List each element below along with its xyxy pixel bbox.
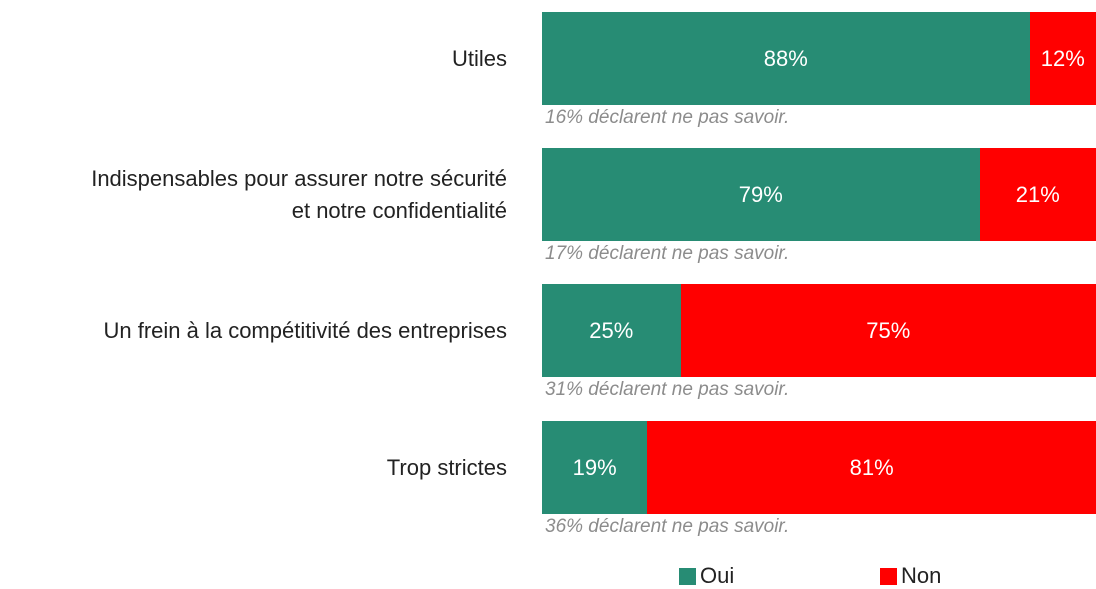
value-label: 75%	[866, 317, 911, 343]
bar-segment: 21%	[979, 148, 1096, 241]
annotation: 16% déclarent ne pas savoir.	[545, 107, 790, 128]
bar-segment: 25%	[542, 284, 681, 377]
category-label: Un frein à la compétitivité des entrepri…	[103, 317, 507, 343]
bar-segment: 81%	[647, 421, 1096, 514]
legend-swatch	[679, 567, 696, 585]
bar-segment: 79%	[542, 148, 980, 241]
value-label: 88%	[763, 45, 808, 71]
bar-segment: 88%	[542, 12, 1030, 105]
value-label: 79%	[738, 181, 783, 207]
value-label: 81%	[849, 454, 894, 480]
bar-segment: 12%	[1029, 12, 1096, 105]
value-label: 25%	[589, 317, 634, 343]
legend-item: Non	[880, 563, 941, 589]
legend-label: Non	[901, 563, 942, 588]
bar-segment: 19%	[542, 421, 648, 514]
annotation: 17% déclarent ne pas savoir.	[545, 243, 790, 264]
category-label: Utiles	[451, 45, 507, 71]
annotation: 31% déclarent ne pas savoir.	[545, 379, 790, 400]
value-label: 19%	[572, 454, 617, 480]
bar-segment: 75%	[680, 284, 1096, 377]
annotation: 36% déclarent ne pas savoir.	[545, 516, 790, 537]
legend-label: Oui	[700, 563, 735, 588]
category-label: Indispensables pour assurer notre sécuri…	[91, 165, 507, 223]
value-label: 12%	[1040, 45, 1085, 71]
legend-swatch	[880, 567, 897, 585]
value-label: 21%	[1015, 181, 1060, 207]
category-label: Trop strictes	[386, 454, 507, 480]
legend-item: Oui	[679, 563, 734, 589]
